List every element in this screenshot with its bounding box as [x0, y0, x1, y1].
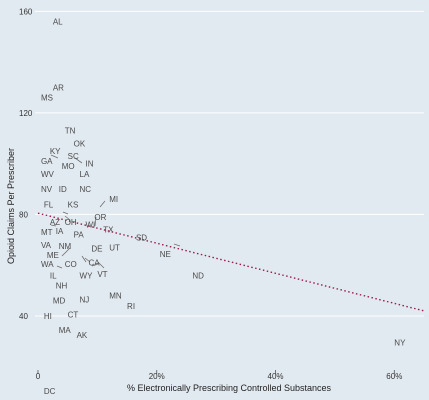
leader-line-az	[62, 211, 69, 215]
point-label-vt: VT	[97, 270, 107, 279]
point-label-ma: MA	[59, 326, 72, 335]
grid-lines	[35, 10, 424, 317]
x-tick-label-40: 40%	[268, 372, 284, 381]
point-label-ia: IA	[56, 227, 64, 236]
point-label-ky: KY	[50, 147, 61, 156]
leader-line-ga	[50, 154, 59, 159]
leader-line-co	[81, 255, 87, 263]
point-label-mn: MN	[109, 292, 122, 301]
point-label-id: ID	[59, 185, 67, 194]
point-label-wa: WA	[41, 260, 54, 269]
point-label-ga: GA	[41, 157, 53, 166]
leader-line-il	[56, 265, 63, 269]
point-label-sd: SD	[136, 233, 147, 242]
point-label-in: IN	[85, 160, 93, 169]
point-label-la: LA	[80, 170, 90, 179]
point-label-ut: UT	[109, 243, 120, 252]
point-label-md: MD	[53, 297, 66, 306]
leader-line-vt	[97, 261, 105, 269]
y-axis-label: Opioid Claims Per Prescriber	[6, 148, 16, 264]
leader-line-mo	[74, 157, 83, 164]
point-label-ar: AR	[53, 84, 64, 93]
point-label-ms: MS	[41, 94, 53, 103]
leader-line-wi	[99, 200, 106, 208]
point-label-me: ME	[47, 251, 59, 260]
point-label-mt: MT	[41, 228, 53, 237]
point-label-wv: WV	[41, 170, 55, 179]
leader-line-ca	[84, 257, 91, 263]
y-tick-label-120: 120	[19, 109, 33, 118]
point-label-ne: NE	[160, 250, 171, 259]
point-label-mo: MO	[62, 162, 75, 171]
x-tick-label-60: 60%	[386, 372, 402, 381]
x-axis-ticks: 0 20% 40% 60%	[36, 370, 402, 381]
point-label-wi: WI	[85, 221, 95, 230]
point-label-pa: PA	[74, 231, 85, 240]
point-label-ny: NY	[394, 339, 406, 348]
x-axis-label: % Electronically Prescribing Controlled …	[127, 383, 332, 393]
leader-line-wi-2	[94, 216, 97, 227]
leader-lines	[50, 154, 181, 269]
point-label-tn: TN	[65, 127, 76, 136]
point-label-mi: MI	[109, 195, 118, 204]
point-label-dc: DC	[44, 387, 56, 396]
point-label-nm: NM	[59, 242, 72, 251]
x-tick-label-0: 0	[36, 372, 41, 381]
point-label-sc: SC	[68, 152, 79, 161]
point-label-nd: ND	[192, 271, 204, 280]
point-label-al: AL	[53, 18, 63, 27]
point-label-ak: AK	[77, 331, 88, 340]
leader-line-nm	[61, 247, 71, 257]
point-label-fl: FL	[44, 200, 54, 209]
point-label-ri: RI	[127, 302, 135, 311]
point-label-ca: CA	[88, 259, 100, 268]
point-label-tx: TX	[103, 226, 114, 235]
y-axis-ticks: 40 80 120 160	[19, 7, 33, 321]
point-label-de: DE	[91, 245, 102, 254]
point-label-ct: CT	[68, 311, 79, 320]
point-label-hi: HI	[44, 312, 52, 321]
point-label-nj: NJ	[80, 295, 90, 304]
y-tick-label-160: 160	[19, 7, 33, 16]
point-label-oh: OH	[65, 218, 77, 227]
point-label-ok: OK	[74, 139, 86, 148]
point-label-az: AZ	[50, 218, 60, 227]
point-label-co: CO	[65, 260, 77, 269]
leader-line-wy	[91, 263, 99, 267]
leader-line-mt	[50, 224, 57, 227]
point-label-va: VA	[41, 241, 52, 250]
point-label-wy: WY	[80, 271, 94, 280]
y-tick-label-80: 80	[19, 210, 28, 219]
point-label-nc: NC	[80, 185, 92, 194]
x-tick-label-20: 20%	[149, 372, 165, 381]
leader-line-ne	[173, 243, 181, 247]
y-tick-label-40: 40	[19, 312, 28, 321]
point-label-ks: KS	[68, 200, 79, 209]
point-label-il: IL	[50, 271, 57, 280]
leader-line-ia	[64, 215, 71, 221]
point-label-nv: NV	[41, 185, 53, 194]
point-label-nh: NH	[56, 282, 68, 291]
point-label-or: OR	[94, 213, 106, 222]
